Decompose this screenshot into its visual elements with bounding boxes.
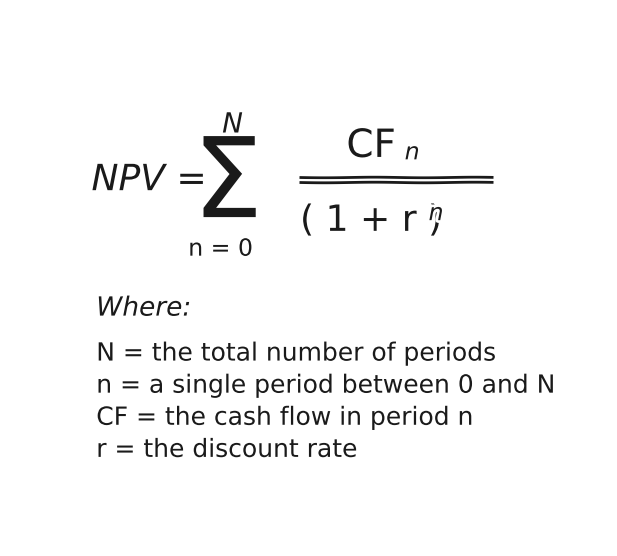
- Text: N = the total number of periods: N = the total number of periods: [96, 341, 497, 365]
- Text: r = the discount rate: r = the discount rate: [96, 438, 358, 462]
- Text: N: N: [222, 111, 243, 138]
- Text: ( 1 + r ): ( 1 + r ): [300, 204, 442, 238]
- Text: n: n: [429, 201, 444, 225]
- Text: n: n: [405, 140, 420, 165]
- Text: CF: CF: [346, 127, 396, 165]
- Text: n = a single period between 0 and N: n = a single period between 0 and N: [96, 374, 556, 398]
- Text: Σ: Σ: [193, 133, 263, 240]
- Text: NPV =: NPV =: [91, 163, 207, 197]
- Text: n = 0: n = 0: [188, 237, 253, 261]
- Text: Where:: Where:: [96, 296, 191, 321]
- Text: CF = the cash flow in period n: CF = the cash flow in period n: [96, 406, 474, 430]
